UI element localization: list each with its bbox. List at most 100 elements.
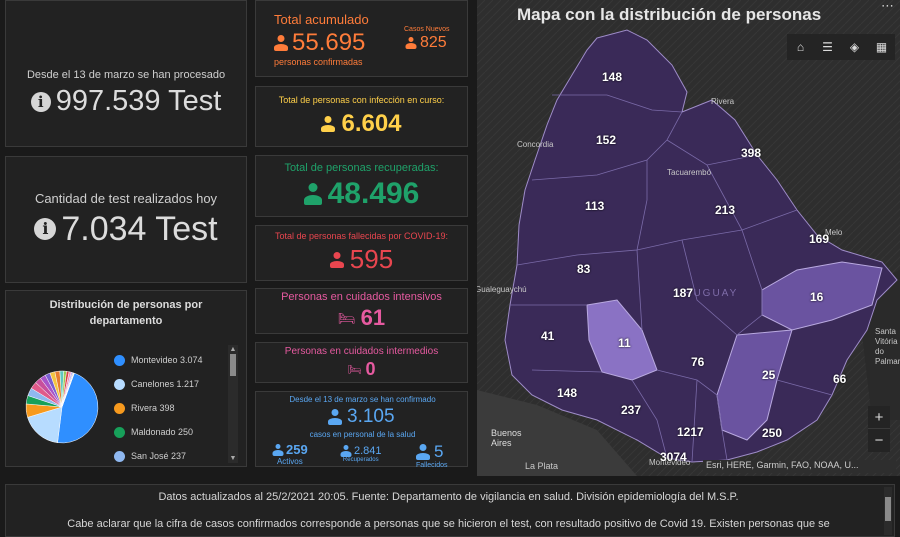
info-icon: i: [30, 91, 51, 112]
staff-deceased-label: Fallecidos: [416, 462, 448, 469]
recovered-title: Total de personas recuperadas:: [284, 161, 439, 174]
dept-value-montevideo: 3074: [660, 450, 687, 464]
legend-label: Montevideo 3.074: [131, 355, 203, 365]
recovered-value: 48.496: [327, 176, 420, 210]
staff-active-label: Activos: [276, 457, 303, 466]
scroll-thumb[interactable]: [230, 354, 236, 376]
dept-value-durazno: 187: [673, 286, 694, 300]
legend-item: Canelones 1.217: [114, 372, 224, 396]
legend-swatch: [114, 378, 125, 390]
layers-icon[interactable]: ◈: [849, 40, 860, 54]
health-staff-title: Desde el 13 de marzo se han confirmado: [289, 395, 436, 404]
accumulated-card: Total acumulado 55.695 personas confirma…: [255, 0, 468, 77]
legend-list-icon[interactable]: ☰: [822, 40, 833, 54]
intermediate-row: 🛏 0: [348, 359, 376, 380]
legend-scrollbar[interactable]: ▲ ▼: [228, 345, 238, 463]
home-icon[interactable]: ⌂: [796, 40, 805, 54]
new-cases-value: 825: [420, 34, 447, 51]
person-icon: [340, 445, 351, 457]
dept-value-san-jose: 237: [621, 403, 642, 417]
treinta-y-tres-department: [761, 261, 883, 331]
legend-swatch: [114, 426, 125, 438]
distribution-pie-chart: [25, 370, 99, 444]
country-label: URUGUAY: [675, 288, 739, 299]
dept-value-soriano: 41: [541, 329, 555, 343]
place-label-concordia: Concordia: [517, 140, 554, 149]
flores-department: [586, 299, 658, 381]
active-row: 6.604: [321, 110, 401, 138]
legend-item: Maldonado 250: [114, 420, 224, 444]
distribution-card: Distribución de personas por departament…: [5, 290, 247, 467]
active-title: Total de personas con infección en curso…: [278, 95, 445, 105]
bed-icon: 🛏: [347, 363, 362, 376]
legend-label: Rivera 398: [131, 403, 175, 413]
map-attribution[interactable]: Esri, HERE, Garmin, FAO, NOAA, U...: [703, 460, 896, 473]
dept-value-paysandu: 113: [585, 199, 605, 213]
person-icon: [416, 444, 430, 460]
staff-recovered-value: 2.841: [354, 445, 382, 457]
bed-icon: 🛏: [337, 309, 356, 326]
accumulated-row: 55.695: [274, 29, 365, 57]
icu-card: Personas en cuidados intensivos 🛏 61: [255, 288, 468, 334]
pie-slice[interactable]: [57, 372, 99, 444]
place-label-rivera: Rivera: [711, 97, 735, 106]
dept-value-tacuarembo: 213: [715, 203, 736, 217]
staff-active-value: 259: [286, 442, 308, 457]
zoom-controls: + −: [868, 406, 890, 452]
person-icon: [272, 444, 283, 456]
icu-title: Personas en cuidados intensivos: [281, 291, 442, 303]
person-icon: [321, 116, 335, 132]
scroll-up-icon[interactable]: ▲: [229, 346, 237, 353]
zoom-out-button[interactable]: −: [874, 432, 884, 449]
map-canvas[interactable]: [477, 0, 900, 476]
scroll-down-icon[interactable]: ▼: [229, 455, 237, 462]
person-icon: [330, 252, 344, 268]
dept-value-salto: 152: [596, 133, 617, 147]
dept-value-flores: 11: [618, 336, 631, 350]
person-icon: [405, 37, 416, 49]
dept-value-rivera: 398: [741, 146, 762, 160]
legend-label: San José 237: [131, 451, 187, 461]
dept-value-rio-negro: 83: [577, 262, 591, 276]
deceased-row: 595: [330, 244, 393, 275]
scroll-thumb[interactable]: [885, 497, 891, 521]
person-icon: [304, 183, 322, 205]
deceased-title: Total de personas fallecidas por COVID-1…: [274, 231, 449, 241]
tests-total-value: 997.539 Test: [55, 85, 222, 117]
map-panel[interactable]: Mapa con la distribución de personas ⋯ ⌂…: [477, 0, 900, 476]
health-staff-card: Desde el 13 de marzo se han confirmado 3…: [255, 391, 468, 469]
pie-slice[interactable]: [61, 372, 75, 408]
intermediate-title: Personas en cuidados intermedios: [284, 345, 439, 357]
health-staff-value: 3.105: [347, 406, 395, 427]
info-icon: i: [34, 218, 57, 240]
staff-recovered-label: Recuperados: [342, 457, 379, 463]
basemap-gallery-icon[interactable]: ▦: [875, 40, 888, 54]
zoom-in-button[interactable]: +: [868, 406, 890, 429]
footer-line-2: Cabe aclarar que la cifra de casos confi…: [67, 518, 830, 530]
new-cases-row: 825: [405, 34, 447, 52]
active-card: Total de personas con infección en curso…: [255, 86, 468, 147]
icu-value: 61: [360, 305, 386, 330]
tests-total-caption: Desde el 13 de marzo se han procesado: [26, 69, 226, 81]
tests-today-card: Cantidad de test realizados hoy i 7.034 …: [5, 156, 247, 283]
legend-swatch: [114, 354, 125, 366]
tests-total-row: i 997.539 Test: [30, 85, 222, 118]
place-label-la-plata: La Plata: [525, 461, 559, 471]
dept-value-colonia: 148: [557, 386, 578, 400]
distribution-legend: Montevideo 3.074 Canelones 1.217 Rivera 39…: [114, 348, 224, 468]
accumulated-subtitle: personas confirmadas: [274, 57, 363, 67]
map-toolbar: ⌂ ☰ ◈ ▦: [787, 34, 895, 60]
tests-total-card: Desde el 13 de marzo se han procesado i …: [5, 0, 247, 147]
health-staff-row: 3.105: [328, 406, 395, 428]
person-icon: [328, 409, 342, 425]
map-menu-icon[interactable]: ⋯: [881, 0, 894, 13]
footer-scrollbar[interactable]: [884, 487, 892, 535]
dept-value-treinta-y-tres: 16: [810, 290, 824, 304]
person-icon: [274, 35, 288, 51]
accumulated-value: 55.695: [292, 29, 366, 56]
distribution-title: Distribución de personas por departament…: [49, 299, 203, 327]
new-cases-label: Casos Nuevos: [404, 26, 450, 33]
pie-slice[interactable]: [27, 406, 63, 444]
staff-deceased: 5 Fallecidos: [416, 442, 448, 469]
accumulated-title: Total acumulado: [274, 12, 369, 27]
